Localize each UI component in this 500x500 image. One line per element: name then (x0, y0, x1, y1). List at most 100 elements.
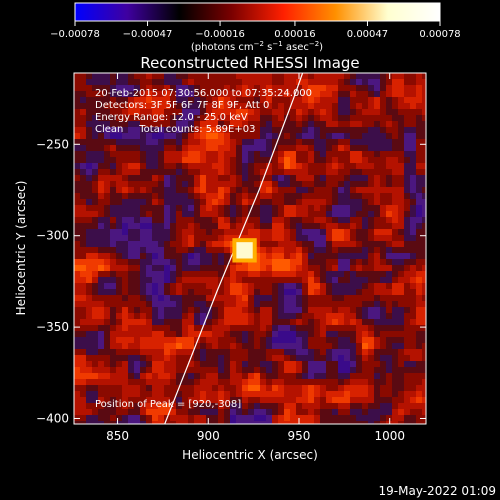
heatmap-cell (410, 343, 416, 349)
heatmap-cell (134, 73, 140, 79)
heatmap-cell (368, 211, 374, 217)
heatmap-cell (86, 73, 92, 79)
heatmap-cell (326, 91, 332, 97)
heatmap-cell (302, 271, 308, 277)
heatmap-cell (374, 235, 380, 241)
heatmap-cell (104, 181, 110, 187)
heatmap-cell (386, 151, 392, 157)
heatmap-cell (248, 421, 254, 424)
heatmap-cell (266, 247, 272, 253)
heatmap-cell (272, 217, 278, 223)
heatmap-cell (254, 169, 260, 175)
heatmap-cell (332, 187, 338, 193)
heatmap-cell (326, 205, 332, 211)
heatmap-cell (290, 157, 296, 163)
heatmap-cell (254, 109, 260, 115)
heatmap-cell (212, 133, 218, 139)
heatmap-cell (92, 325, 98, 331)
heatmap-cell (422, 319, 426, 325)
heatmap-cell (86, 205, 92, 211)
heatmap-cell (194, 319, 200, 325)
heatmap-cell (332, 97, 338, 103)
heatmap-cell (74, 181, 80, 187)
heatmap-cell (266, 343, 272, 349)
heatmap-cell (200, 337, 206, 343)
heatmap-cell (188, 211, 194, 217)
heatmap-cell (188, 343, 194, 349)
heatmap-cell (320, 169, 326, 175)
heatmap-cell (92, 421, 98, 424)
heatmap-cell (296, 109, 302, 115)
heatmap-cell (344, 355, 350, 361)
heatmap-cell (122, 181, 128, 187)
heatmap-cell (314, 139, 320, 145)
heatmap-cell (320, 121, 326, 127)
heatmap-cell (332, 247, 338, 253)
heatmap-cell (398, 397, 404, 403)
heatmap-cell (392, 277, 398, 283)
heatmap-cell (356, 253, 362, 259)
heatmap-cell (74, 397, 80, 403)
heatmap-cell (392, 91, 398, 97)
heatmap-cell (290, 409, 296, 415)
heatmap-cell (188, 169, 194, 175)
heatmap-cell (170, 157, 176, 163)
heatmap-cell (200, 223, 206, 229)
heatmap-cell (260, 325, 266, 331)
heatmap-cell (182, 265, 188, 271)
heatmap-cell (92, 301, 98, 307)
heatmap-cell (398, 415, 404, 421)
heatmap-cell (326, 121, 332, 127)
heatmap-cell (116, 289, 122, 295)
heatmap-cell (206, 283, 212, 289)
heatmap-cell (152, 265, 158, 271)
heatmap-cell (212, 217, 218, 223)
heatmap-cell (326, 151, 332, 157)
heatmap-cell (254, 151, 260, 157)
heatmap-cell (350, 403, 356, 409)
heatmap-cell (398, 355, 404, 361)
heatmap-cell (386, 361, 392, 367)
heatmap-cell (98, 73, 104, 79)
heatmap-cell (236, 301, 242, 307)
heatmap-cell (224, 289, 230, 295)
heatmap-cell (206, 235, 212, 241)
heatmap-cell (278, 193, 284, 199)
heatmap-cell (116, 241, 122, 247)
heatmap-cell (386, 283, 392, 289)
heatmap-cell (140, 103, 146, 109)
heatmap-cell (404, 217, 410, 223)
heatmap-cell (218, 265, 224, 271)
heatmap-cell (344, 247, 350, 253)
heatmap-cell (194, 79, 200, 85)
heatmap-cell (260, 103, 266, 109)
heatmap-cell (176, 157, 182, 163)
heatmap-cell (188, 253, 194, 259)
heatmap-cell (332, 127, 338, 133)
heatmap-cell (302, 163, 308, 169)
heatmap-cell (218, 403, 224, 409)
heatmap-cell (266, 127, 272, 133)
heatmap-cell (158, 139, 164, 145)
heatmap-cell (158, 319, 164, 325)
heatmap-cell (236, 283, 242, 289)
heatmap-cell (332, 271, 338, 277)
heatmap-cell (326, 397, 332, 403)
heatmap-cell (74, 169, 80, 175)
heatmap-cell (422, 229, 426, 235)
heatmap-cell (314, 121, 320, 127)
heatmap-cell (338, 295, 344, 301)
heatmap-cell (98, 391, 104, 397)
heatmap-cell (92, 295, 98, 301)
heatmap-cell (206, 325, 212, 331)
heatmap-cell (98, 139, 104, 145)
heatmap-cell (350, 187, 356, 193)
heatmap-cell (134, 421, 140, 424)
heatmap-cell (140, 337, 146, 343)
heatmap-cell (200, 145, 206, 151)
heatmap-cell (74, 205, 80, 211)
heatmap-cell (272, 331, 278, 337)
heatmap-cell (248, 403, 254, 409)
heatmap-cell (344, 157, 350, 163)
heatmap-cell (410, 109, 416, 115)
